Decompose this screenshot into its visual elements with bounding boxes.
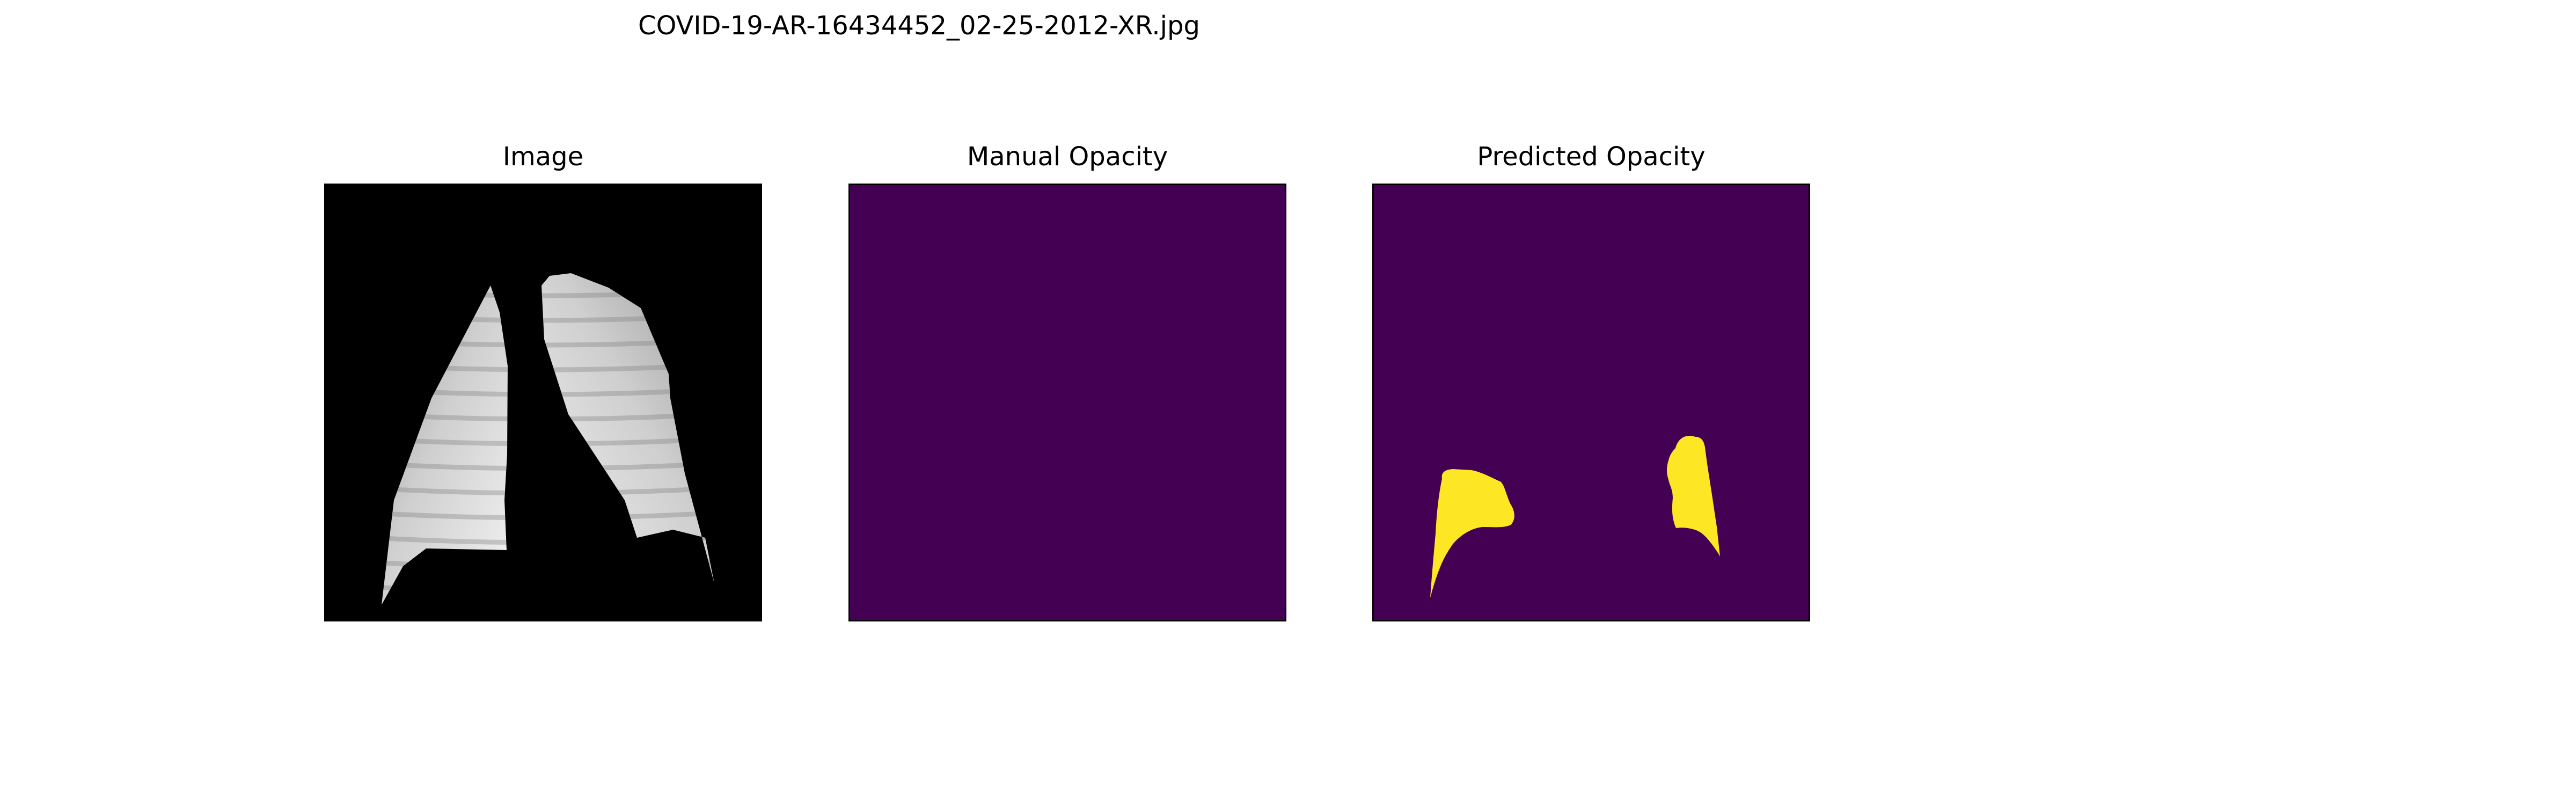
manual-opacity-panel — [848, 184, 1286, 621]
xray-frame — [324, 184, 762, 621]
predicted-opacity-mask — [1372, 184, 1810, 621]
predicted-opacity-region-right — [1667, 436, 1720, 557]
panel-title-predicted-opacity: Predicted Opacity — [1477, 142, 1706, 172]
manual-mask-background — [848, 184, 1286, 621]
xray-image — [324, 184, 762, 621]
manual-opacity-mask — [848, 184, 1286, 621]
left-lung — [382, 286, 508, 605]
panel-title-image: Image — [502, 142, 584, 172]
predicted-opacity-region-left — [1430, 469, 1514, 598]
right-lung — [541, 273, 714, 583]
manual-mask-frame — [848, 184, 1286, 621]
predicted-opacity-panel — [1372, 184, 1810, 621]
xray-image-panel — [324, 184, 762, 621]
figure-title: COVID-19-AR-16434452_02-25-2012-XR.jpg — [638, 11, 1200, 41]
panel-title-manual-opacity: Manual Opacity — [967, 142, 1168, 172]
predicted-mask-frame — [1372, 184, 1810, 621]
